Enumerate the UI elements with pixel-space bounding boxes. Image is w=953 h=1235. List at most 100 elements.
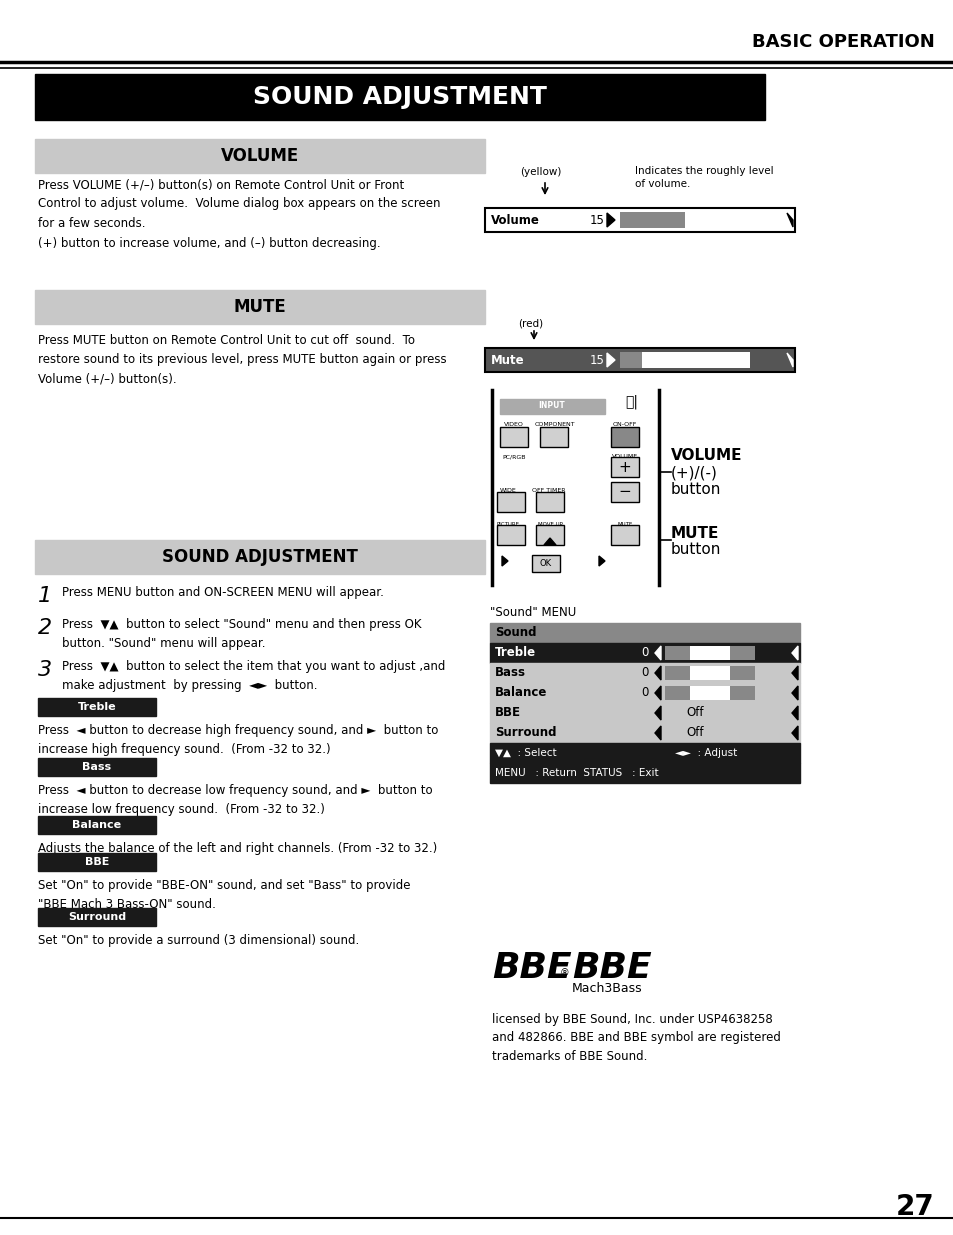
Text: BASIC OPERATION: BASIC OPERATION [752,33,934,51]
Bar [490,703,800,722]
Bar [35,74,764,120]
Bar [35,140,484,173]
Text: (yellow): (yellow) [519,167,560,177]
Text: button: button [670,541,720,557]
Bar [619,352,641,368]
Text: Mute: Mute [491,353,524,367]
Bar [484,207,794,232]
Text: VIDEO: VIDEO [503,421,523,426]
Text: VOLUME: VOLUME [611,454,638,459]
Bar [490,722,800,743]
Text: Balance: Balance [495,687,547,699]
Polygon shape [786,353,792,367]
Text: Volume: Volume [491,214,539,226]
Polygon shape [791,666,797,680]
Bar [664,666,754,680]
Text: Off: Off [685,726,703,740]
Text: button: button [670,482,720,496]
Text: MENU   : Return  STATUS   : Exit: MENU : Return STATUS : Exit [495,768,658,778]
Text: (red): (red) [517,319,542,329]
Polygon shape [501,556,507,566]
Text: OK: OK [539,558,552,568]
Bar [499,399,604,414]
Text: 27: 27 [895,1193,933,1221]
Bar [532,555,559,572]
Bar [610,482,639,501]
Polygon shape [655,685,660,700]
Polygon shape [543,538,556,545]
Text: ◄►  : Adjust: ◄► : Adjust [675,748,737,758]
Text: Bass: Bass [495,667,525,679]
Bar [689,685,729,700]
Text: 2: 2 [38,618,52,638]
Text: MOVE UP: MOVE UP [537,521,562,526]
Text: MUTE: MUTE [233,298,286,316]
Polygon shape [655,726,660,740]
Text: Balance: Balance [72,820,121,830]
Bar [35,290,484,324]
Text: OFF TIMER: OFF TIMER [532,488,565,493]
Text: VOLUME: VOLUME [670,447,741,462]
Bar [38,816,156,834]
Text: PICTURE: PICTURE [496,521,519,526]
Polygon shape [791,646,797,659]
Text: 0: 0 [640,667,648,679]
Bar [536,525,563,545]
Text: Indicates the roughly level
of volume.: Indicates the roughly level of volume. [635,165,773,189]
Text: ®: ® [559,968,569,978]
Text: −: − [618,484,631,499]
Text: WIDE: WIDE [499,488,516,493]
Polygon shape [598,556,604,566]
Text: 0: 0 [640,646,648,659]
Text: (+)/(-): (+)/(-) [670,466,717,480]
Polygon shape [655,646,660,659]
Bar [689,646,729,659]
Bar [536,492,563,513]
Text: SOUND ADJUSTMENT: SOUND ADJUSTMENT [162,548,357,566]
Bar [610,525,639,545]
Text: Treble: Treble [495,646,536,659]
Text: Press VOLUME (+/–) button(s) on Remote Control Unit or Front
Control to adjust v: Press VOLUME (+/–) button(s) on Remote C… [38,178,440,249]
Bar [539,427,567,447]
Polygon shape [791,706,797,720]
Bar [484,348,794,372]
Bar [490,622,800,643]
Bar [664,646,754,659]
Text: ▼▲  : Select: ▼▲ : Select [495,748,556,758]
Text: 0: 0 [640,687,648,699]
Bar [497,492,524,513]
Bar [610,427,639,447]
Bar [610,457,639,477]
Text: SOUND ADJUSTMENT: SOUND ADJUSTMENT [253,85,546,109]
Bar [35,540,484,574]
Bar [38,853,156,871]
Text: Mach3Bass: Mach3Bass [572,982,642,994]
Text: PC/RGB: PC/RGB [501,454,525,459]
Polygon shape [791,726,797,740]
Bar [38,698,156,716]
Bar [664,685,754,700]
Text: BBE: BBE [85,857,109,867]
Text: Press MUTE button on Remote Control Unit to cut off  sound.  To
restore sound to: Press MUTE button on Remote Control Unit… [38,333,446,387]
Text: Off: Off [685,706,703,720]
Polygon shape [606,212,615,227]
Polygon shape [655,706,660,720]
Text: BBE: BBE [492,951,571,986]
Bar [497,525,524,545]
Text: ON-OFF: ON-OFF [612,421,637,426]
Bar [619,212,684,228]
Polygon shape [786,212,792,227]
Text: Press  ▼▲  button to select "Sound" menu and then press OK
button. "Sound" menu : Press ▼▲ button to select "Sound" menu a… [62,618,421,650]
Text: BBE: BBE [572,951,651,986]
Bar [499,427,527,447]
Bar [641,352,749,368]
Text: Sound: Sound [495,626,536,640]
Text: Surround: Surround [68,911,126,923]
Text: MUTE: MUTE [670,526,719,541]
Text: 3: 3 [38,659,52,680]
Text: "Sound" MENU: "Sound" MENU [490,606,576,620]
Bar [490,743,800,763]
Polygon shape [606,353,615,367]
Text: COMPONENT: COMPONENT [534,421,575,426]
Text: Set "On" to provide a surround (3 dimensional) sound.: Set "On" to provide a surround (3 dimens… [38,934,359,947]
